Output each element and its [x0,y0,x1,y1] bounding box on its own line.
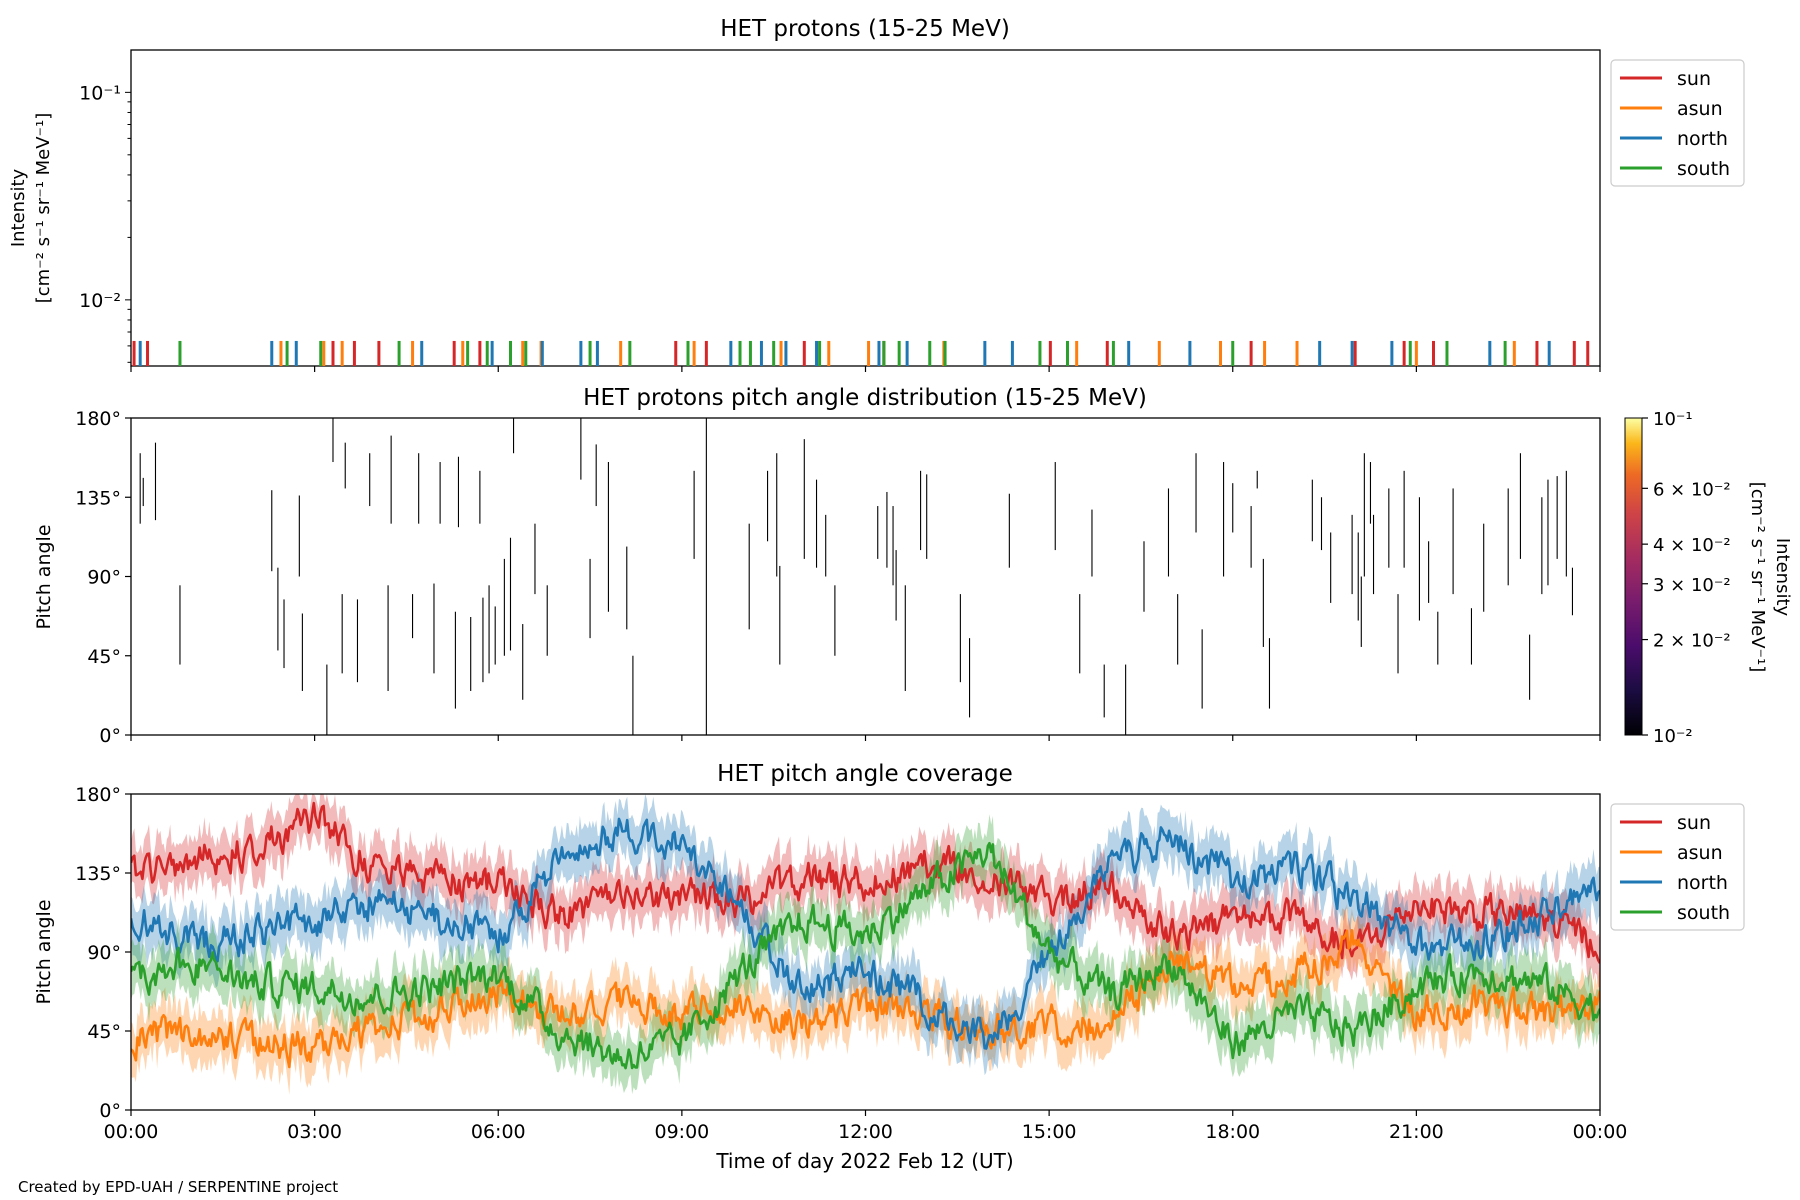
colorbar-label-line2: [cm⁻² s⁻¹ sr⁻¹ MeV⁻¹] [1747,482,1768,673]
x-axis-label: Time of day 2022 Feb 12 (UT) [715,1149,1013,1173]
coverage-line-asun [131,928,1600,1069]
y-tick-label: 180° [75,784,121,806]
panel1-ylabel-line1: Intensity [8,168,29,247]
panel1-x-ticks [130,366,1601,372]
legend-label-sun: sun [1677,68,1711,90]
legend-label-sun: sun [1677,812,1711,834]
panel1-legend: sun asun north south [1610,59,1745,187]
panel-pitch-angle-coverage: HET pitch angle coverage 0° 45° 90° 135° 180… [33,761,1745,1173]
y-tick-label: 10⁻¹ [79,82,121,104]
y-tick-label: 0° [99,725,121,747]
panel3-y-ticks: 0° 45° 90° 135° 180° [75,784,131,1122]
y-tick-label: 0° [99,1100,121,1122]
x-tick-label: 21:00 [1389,1121,1444,1143]
x-tick-label: 06:00 [471,1121,526,1143]
colorbar-tick-label: 10⁻¹ [1653,409,1693,430]
legend-label-south: south [1677,902,1730,924]
y-tick-label: 180° [75,408,121,430]
x-tick-label: 18:00 [1205,1121,1260,1143]
x-tick-label: 03:00 [287,1121,342,1143]
y-tick-label: 135° [75,487,121,509]
panel3-title: HET pitch angle coverage [717,761,1013,787]
panel2-axes-frame [130,417,1601,736]
footer-credit: Created by EPD-UAH / SERPENTINE project [18,1178,338,1196]
panel2-title: HET protons pitch angle distribution (15… [583,385,1147,411]
panel1-ylabel: Intensity [cm⁻² s⁻¹ sr⁻¹ MeV⁻¹] [8,113,54,304]
y-tick-label: 45° [87,1021,121,1043]
x-tick-label: 00:00 [1573,1121,1628,1143]
legend-label-north: north [1677,128,1728,150]
y-tick-label: 90° [87,567,121,589]
y-tick-label: 10⁻² [79,290,121,312]
colorbar-tick-label: 2 × 10⁻² [1653,631,1731,652]
coverage-line-north [131,817,1600,1050]
coverage-band-south [131,814,1600,1095]
colorbar-tick-label: 10⁻² [1653,726,1693,747]
x-tick-label: 15:00 [1022,1121,1077,1143]
x-tick-label: 00:00 [104,1121,159,1143]
colorbar: 10⁻¹ 6 × 10⁻² 4 × 10⁻² 3 × 10⁻² 2 × 10⁻² 10⁻²… [1624,409,1793,747]
colorbar-tick-label: 3 × 10⁻² [1653,575,1731,596]
panel1-axes-frame [130,49,1601,367]
panel-intensity: HET protons (15-25 MeV) 10⁻¹ 10⁻² Intensi… [8,16,1745,372]
coverage-line-south [131,841,1600,1070]
panel2-heatmap-cells [139,418,1574,735]
panel3-x-ticks: 00:00 03:00 06:00 09:00 12:00 15:00 18:00 21:00… [104,1110,1628,1143]
legend-box [1610,803,1745,931]
panel3-plot-area [131,794,1600,1095]
x-tick-label: 12:00 [838,1121,893,1143]
colorbar-gradient [1624,417,1643,736]
panel1-y-ticks: 10⁻¹ 10⁻² [79,82,131,363]
y-tick-label: 90° [87,942,121,964]
x-tick-label: 09:00 [654,1121,709,1143]
colorbar-tick-label: 4 × 10⁻² [1653,535,1731,556]
legend-box [1610,59,1745,187]
colorbar-ticks: 10⁻¹ 6 × 10⁻² 4 × 10⁻² 3 × 10⁻² 2 × 10⁻² 10⁻² [1642,409,1731,747]
colorbar-label-line1: Intensity [1772,538,1793,617]
y-tick-label: 45° [87,646,121,668]
y-tick-label: 135° [75,863,121,885]
panel2-x-ticks [130,735,1601,741]
legend-label-asun: asun [1677,842,1723,864]
colorbar-tick-label: 6 × 10⁻² [1653,479,1731,500]
panel3-ylabel: Pitch angle [33,899,55,1004]
legend-label-north: north [1677,872,1728,894]
coverage-line-sun [131,801,1600,964]
panel-pitch-angle-distribution: HET protons pitch angle distribution (15… [33,385,1793,747]
legend-label-south: south [1677,158,1730,180]
panel2-ylabel: Pitch angle [33,524,55,629]
panel2-y-ticks: 0° 45° 90° 135° 180° [75,408,131,747]
panel3-legend: sun asun north south [1610,803,1745,931]
coverage-band-north [131,794,1600,1076]
panel1-title: HET protons (15-25 MeV) [720,16,1010,42]
panel1-ylabel-line2: [cm⁻² s⁻¹ sr⁻¹ MeV⁻¹] [33,113,54,304]
legend-label-asun: asun [1677,98,1723,120]
panel1-markers [132,340,1590,366]
